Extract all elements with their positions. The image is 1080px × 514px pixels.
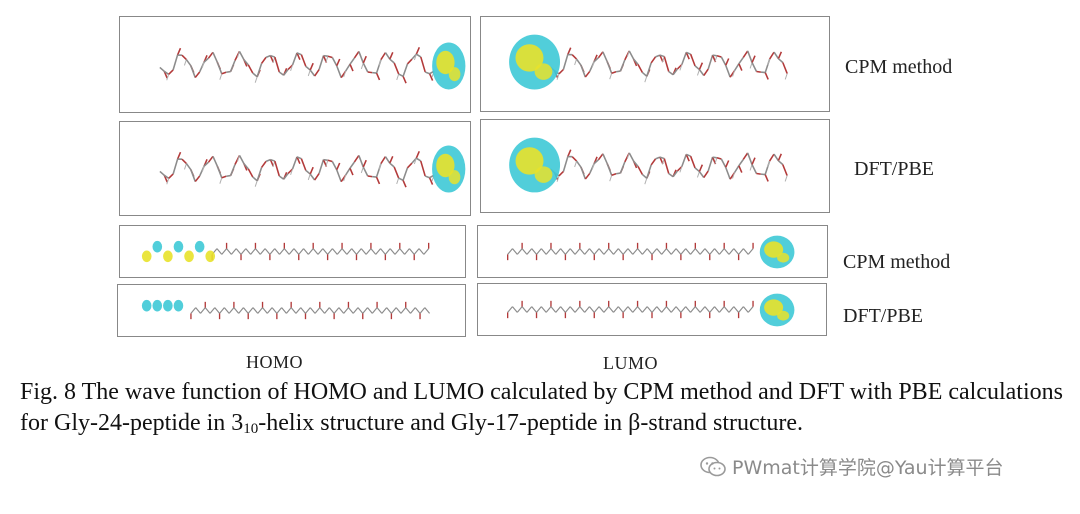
panel-helix-homo-cpm: [119, 16, 471, 113]
caption-text-1: Fig. 8 The wave function of HOMO and LUM…: [20, 379, 1063, 436]
molecule-helix-image: [159, 42, 466, 90]
figure-caption: Fig. 8 The wave function of HOMO and LUM…: [20, 377, 1065, 439]
molecule-helix-image: [159, 145, 466, 193]
molecule-helix-image: [509, 34, 788, 90]
caption-subscript: 10: [243, 421, 259, 437]
caption-text-2: -helix structure and Gly-17-peptide in β…: [258, 410, 803, 436]
row-label-cpm-strand: CPM method: [843, 251, 951, 273]
wechat-icon: [700, 456, 726, 476]
panel-helix-lumo-dft: [480, 119, 830, 213]
panel-strand-homo-dft: [117, 284, 466, 337]
molecule-strand-image: [141, 240, 430, 263]
watermark-text: PWmat计算学院@Yau计算平台: [732, 457, 1004, 479]
column-label-homo: HOMO: [246, 352, 304, 372]
molecule-strand-image: [141, 299, 431, 320]
molecule-strand-image: [507, 235, 795, 269]
row-label-dft-helix: DFT/PBE: [854, 158, 935, 180]
panel-helix-homo-dft: [119, 121, 471, 216]
molecule-strand-image: [506, 293, 795, 327]
panel-strand-homo-cpm: [119, 225, 466, 278]
panel-helix-lumo-cpm: [480, 16, 830, 112]
row-label-cpm-helix: CPM method: [845, 56, 953, 78]
column-label-lumo: LUMO: [603, 353, 658, 373]
row-label-dft-strand: DFT/PBE: [843, 305, 924, 327]
watermark: PWmat计算学院@Yau计算平台: [700, 453, 1004, 480]
panel-strand-lumo-cpm: [477, 225, 828, 278]
molecule-helix-image: [509, 137, 788, 193]
panel-strand-lumo-dft: [477, 283, 827, 336]
